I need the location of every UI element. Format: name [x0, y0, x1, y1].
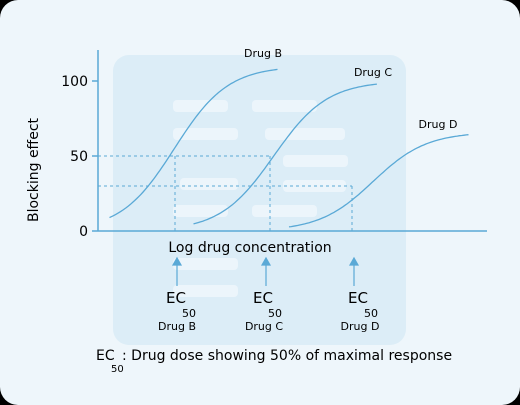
- y-tick-label-100: 100: [61, 74, 88, 90]
- series-label-drug-d: Drug D: [419, 118, 458, 131]
- arrowhead-drug-d: [348, 256, 360, 266]
- ec-label: EC: [166, 289, 186, 307]
- footnote: EC 50 : Drug dose showing 50% of maximal…: [96, 348, 452, 375]
- ec-subscript: 50: [364, 307, 378, 320]
- ec50-marker-drug-b: EC 50 Drug B: [158, 289, 196, 333]
- footnote-ec-subscript: 50: [111, 364, 124, 375]
- x-axis-label: Log drug concentration: [168, 240, 331, 256]
- ec-subscript: 50: [268, 307, 282, 320]
- arrowhead-drug-c: [260, 256, 272, 266]
- ec-drug-label: Drug D: [341, 320, 380, 333]
- ec-label: EC: [253, 289, 273, 307]
- series-line-drug-c: [193, 83, 377, 225]
- y-tick-label-0: 0: [79, 224, 88, 240]
- footnote-ec-label: EC: [96, 348, 115, 364]
- arrowhead-drug-b: [171, 256, 183, 266]
- series-label-drug-b: Drug B: [244, 47, 282, 60]
- ec50-marker-drug-c: EC 50 Drug C: [245, 289, 283, 333]
- ec-drug-label: Drug B: [158, 320, 196, 333]
- ec-subscript: 50: [182, 307, 196, 320]
- series-label-drug-c: Drug C: [354, 66, 392, 79]
- ec50-arrows: [171, 256, 360, 286]
- ec-drug-label: Drug C: [245, 320, 283, 333]
- series-line-drug-b: [109, 68, 278, 219]
- ec50-marker-drug-d: EC 50 Drug D: [341, 289, 380, 333]
- ghost-placeholders: [173, 100, 348, 297]
- reference-lines: [98, 155, 353, 231]
- y-axis-label: Blocking effect: [26, 117, 42, 222]
- ec-label: EC: [348, 289, 368, 307]
- footnote-text: : Drug dose showing 50% of maximal respo…: [122, 348, 452, 364]
- series-line-drug-d: [288, 134, 469, 228]
- background-panel: [113, 55, 406, 345]
- y-tick-label-50: 50: [70, 149, 88, 165]
